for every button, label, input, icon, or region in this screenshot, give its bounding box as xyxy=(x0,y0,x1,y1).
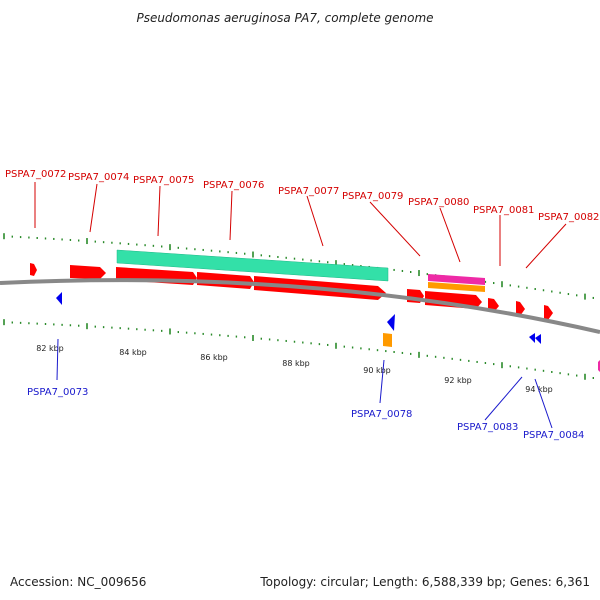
orange-reverse-feature[interactable] xyxy=(383,333,392,347)
map-title: Pseudomonas aeruginosa PA7, complete gen… xyxy=(136,11,433,25)
gene-label-rev[interactable]: PSPA7_0083 xyxy=(457,422,518,433)
leader-line xyxy=(525,223,567,269)
cds-arrow[interactable] xyxy=(544,305,553,320)
teal-feature-band[interactable] xyxy=(116,249,389,282)
gene-label-fwd[interactable]: PSPA7_0076 xyxy=(203,180,264,191)
cds-arrow-small[interactable] xyxy=(30,263,37,276)
reverse-cds-arrow[interactable] xyxy=(529,333,535,343)
leader-line xyxy=(306,195,324,247)
scale-label: 92 kbp xyxy=(444,376,472,385)
leader-line xyxy=(157,185,161,237)
gene-label-fwd[interactable]: PSPA7_0079 xyxy=(342,191,403,202)
leader-line xyxy=(89,183,98,233)
leader-line xyxy=(369,201,421,257)
reverse-cds-arrow[interactable] xyxy=(387,314,395,331)
gene-label-fwd[interactable]: PSPA7_0072 xyxy=(5,169,66,180)
gene-label-fwd[interactable]: PSPA7_0077 xyxy=(278,186,339,197)
gene-label-fwd[interactable]: PSPA7_0080 xyxy=(408,197,469,208)
genome-summary-text: Topology: circular; Length: 6,588,339 bp… xyxy=(259,575,590,589)
gene-label-fwd[interactable]: PSPA7_0082 xyxy=(538,212,599,223)
leader-line xyxy=(534,378,553,429)
leader-line xyxy=(484,376,523,421)
cds-arrow[interactable] xyxy=(425,291,482,309)
inner-tick-ring xyxy=(3,319,594,380)
scale-labels: 82 kbp 84 kbp 86 kbp 88 kbp 90 kbp 92 kb… xyxy=(36,344,553,394)
gene-label-fwd[interactable]: PSPA7_0075 xyxy=(133,175,194,186)
forward-gene-leaders xyxy=(34,182,567,269)
leader-line xyxy=(56,338,59,381)
reverse-gene-labels: PSPA7_0073 PSPA7_0078 PSPA7_0083 PSPA7_0… xyxy=(27,387,584,441)
gene-label-fwd[interactable]: PSPA7_0081 xyxy=(473,205,534,216)
scale-label: 86 kbp xyxy=(200,353,228,362)
cds-arrow[interactable] xyxy=(516,301,525,316)
accession-text: Accession: NC_009656 xyxy=(10,575,146,589)
outer-tick-ring xyxy=(3,233,594,300)
scale-label: 90 kbp xyxy=(363,366,391,375)
gene-label-rev[interactable]: PSPA7_0078 xyxy=(351,409,412,420)
reverse-cds-arrow[interactable] xyxy=(56,292,62,305)
reverse-cds-track xyxy=(56,292,541,344)
orange-feature-band[interactable] xyxy=(428,282,485,292)
gene-label-rev[interactable]: PSPA7_0073 xyxy=(27,387,88,398)
leader-line xyxy=(439,207,461,263)
scale-label: 88 kbp xyxy=(282,359,310,368)
reverse-gene-leaders xyxy=(56,338,553,429)
scale-label: 82 kbp xyxy=(36,344,64,353)
gene-label-rev[interactable]: PSPA7_0084 xyxy=(523,430,584,441)
genome-backbone xyxy=(0,278,600,334)
reverse-cds-arrow[interactable] xyxy=(535,334,541,344)
leader-line xyxy=(379,359,385,404)
gene-label-fwd[interactable]: PSPA7_0074 xyxy=(68,172,129,183)
magenta-feature-band[interactable] xyxy=(428,274,485,285)
cds-arrow[interactable] xyxy=(70,265,106,279)
leader-line xyxy=(229,190,233,241)
scale-label: 84 kbp xyxy=(119,348,147,357)
forward-gene-labels: PSPA7_0072 PSPA7_0074 PSPA7_0075 PSPA7_0… xyxy=(5,169,599,223)
